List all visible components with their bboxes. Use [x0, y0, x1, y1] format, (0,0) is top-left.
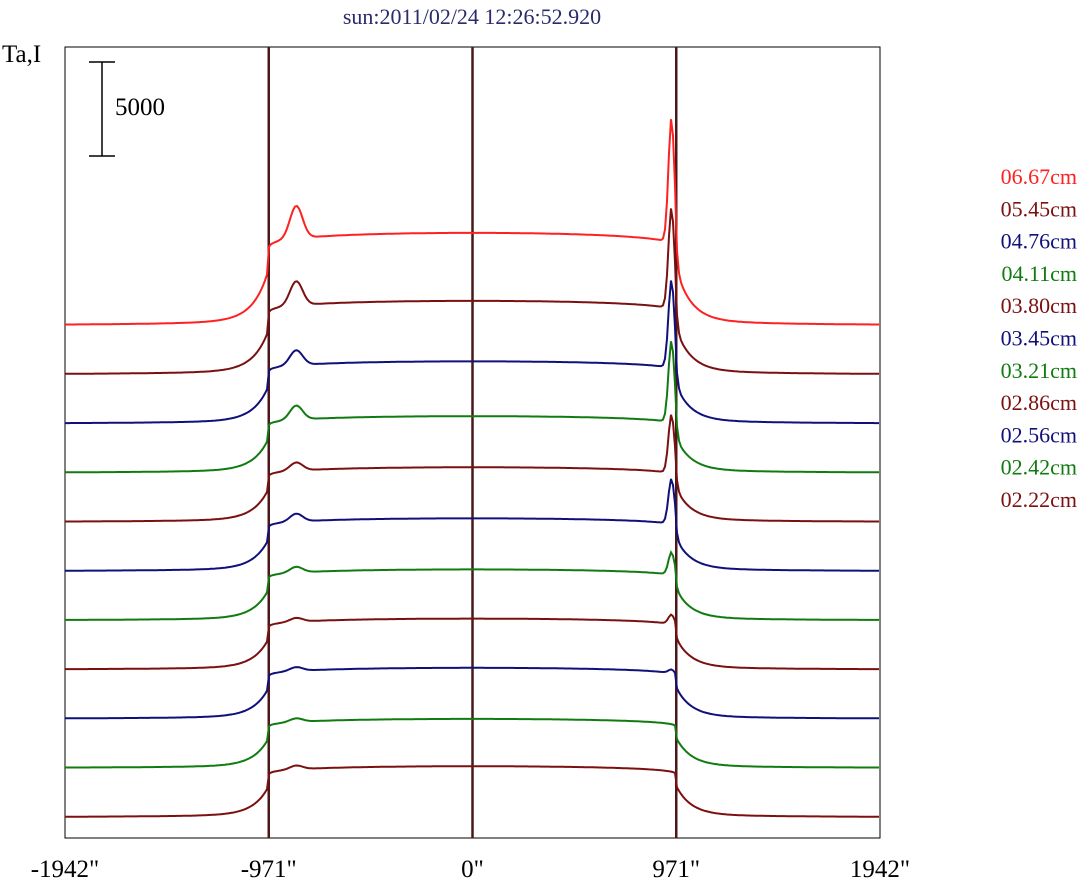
series-line-04.76cm — [65, 280, 879, 425]
series-line-03.45cm — [65, 478, 879, 572]
x-tick-label: -1942" — [31, 856, 100, 883]
x-tick-label: -971" — [241, 856, 297, 883]
series-line-03.80cm — [65, 414, 879, 523]
series-line-03.21cm — [65, 550, 879, 621]
x-tick-label: 0" — [461, 856, 484, 883]
series-line-02.42cm — [65, 717, 879, 769]
legend-entry: 03.21cm — [1001, 358, 1077, 383]
series-line-02.56cm — [65, 666, 879, 720]
x-tick-label: 971" — [652, 856, 700, 883]
x-tick-label: 1942" — [850, 856, 910, 883]
scale-bar: 5000 — [89, 61, 165, 157]
legend-entry: 02.86cm — [1001, 390, 1077, 415]
series-line-05.45cm — [65, 208, 879, 375]
scale-bar-label: 5000 — [115, 94, 165, 121]
x-tick-labels: -1942" -971" 0" 971" 1942" — [31, 856, 910, 883]
series-layer — [65, 119, 879, 818]
legend-entry: 02.22cm — [1001, 487, 1077, 512]
legend-entry: 03.80cm — [1001, 293, 1077, 318]
y-axis-label: Ta,I — [2, 41, 41, 68]
legend-entry: 06.67cm — [1001, 164, 1077, 189]
legend-entry: 02.56cm — [1001, 422, 1077, 447]
series-line-04.11cm — [65, 341, 879, 474]
series-line-02.22cm — [65, 764, 879, 818]
series-line-06.67cm — [65, 119, 879, 326]
legend-entry: 02.42cm — [1001, 455, 1077, 480]
series-line-02.86cm — [65, 613, 879, 671]
chart-title: sun:2011/02/24 12:26:52.920 — [343, 4, 601, 29]
legend: 06.67cm 05.45cm 04.76cm 04.11cm 03.80cm 03.45… — [1001, 164, 1077, 512]
legend-entry: 03.45cm — [1001, 326, 1077, 351]
legend-entry: 05.45cm — [1001, 196, 1077, 221]
limb-markers — [267, 47, 678, 838]
legend-entry: 04.11cm — [1001, 261, 1077, 286]
legend-entry: 04.76cm — [1001, 229, 1077, 254]
